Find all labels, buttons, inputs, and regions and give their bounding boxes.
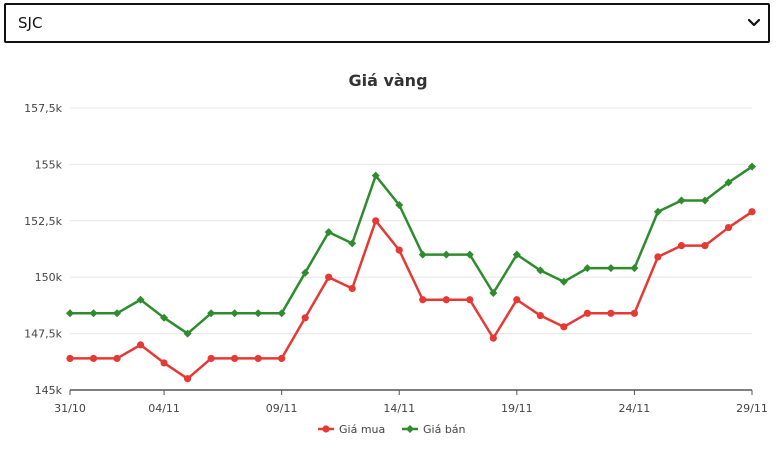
data-point: [66, 309, 74, 318]
data-point: [89, 309, 98, 318]
x-tick-label: 09/11: [266, 402, 298, 415]
x-tick-label: 31/10: [54, 402, 86, 415]
data-point: [207, 309, 216, 318]
data-point: [442, 296, 450, 304]
y-tick-label: 150k: [35, 271, 63, 284]
data-point: [395, 246, 403, 254]
gold-price-chart: Giá vàng 145k 147,5k 150k 152,5k 155k 157,5k …: [0, 58, 777, 446]
data-point: [254, 354, 262, 363]
data-point: [348, 284, 356, 293]
y-tick-label: 157,5k: [24, 102, 62, 115]
legend-label[interactable]: Giá mua: [339, 423, 385, 436]
legend-marker: [406, 425, 414, 433]
data-point: [513, 296, 521, 304]
y-axis-ticks: 145k 147,5k 150k 152,5k 155k 157,5k: [24, 102, 62, 397]
y-tick-label: 145k: [35, 384, 63, 397]
data-point: [536, 266, 545, 275]
legend-label[interactable]: Giá bán: [423, 423, 466, 436]
data-point: [230, 309, 239, 318]
data-point: [748, 162, 756, 171]
data-point: [136, 295, 145, 304]
data-point: [559, 277, 568, 286]
gold-type-selected-value: SJC: [18, 14, 43, 32]
data-point: [325, 273, 333, 281]
grid-lines: [70, 107, 752, 391]
data-point: [207, 354, 215, 363]
data-point: [512, 250, 521, 259]
data-point: [536, 311, 544, 320]
data-point: [160, 359, 168, 367]
data-point: [301, 268, 310, 277]
data-point: [371, 171, 380, 180]
data-point: [466, 296, 474, 304]
data-point: [560, 323, 568, 331]
data-point: [630, 309, 639, 317]
data-point: [231, 354, 239, 363]
data-point: [677, 196, 686, 205]
data-point: [418, 250, 427, 259]
data-point: [465, 250, 474, 259]
y-tick-label: 147,5k: [24, 328, 62, 341]
chart-legend: Giá mua Giá bán: [318, 423, 466, 436]
series-line: [70, 210, 753, 380]
data-point: [66, 354, 74, 363]
data-point: [254, 309, 263, 318]
x-tick-label: 14/11: [383, 402, 415, 415]
data-point: [113, 309, 122, 318]
data-point: [701, 242, 709, 250]
data-point: [654, 253, 662, 261]
data-point: [489, 334, 497, 342]
data-point: [136, 341, 145, 349]
y-tick-label: 152,5k: [24, 215, 62, 228]
data-point: [348, 239, 357, 248]
y-tick-label: 155k: [35, 158, 63, 171]
data-point: [395, 201, 404, 210]
chevron-down-icon: [746, 15, 762, 31]
data-point: [700, 196, 709, 205]
data-point: [89, 354, 98, 363]
data-point: [277, 309, 286, 318]
data-point: [113, 354, 121, 363]
chart-title: Giá vàng: [348, 71, 427, 90]
x-tick-label: 19/11: [501, 402, 533, 415]
chart-svg: Giá vàng 145k147,5k150k152,5k155k157,5k …: [24, 71, 768, 436]
data-point: [748, 208, 756, 216]
data-point: [278, 354, 286, 363]
data-point: [301, 314, 309, 322]
legend-marker: [322, 425, 330, 433]
data-point: [419, 296, 427, 304]
x-tick-label: 29/11: [736, 402, 768, 415]
data-point: [183, 375, 192, 383]
data-point: [583, 309, 591, 317]
x-axis-ticks: 31/10 04/11 09/11 14/11 19/11 24/11 29/11: [54, 390, 768, 415]
data-point: [160, 313, 169, 322]
gold-type-select[interactable]: SJC: [4, 3, 770, 43]
data-point: [183, 329, 192, 338]
series-line: [70, 165, 753, 335]
data-point: [324, 228, 333, 237]
data-point: [724, 178, 733, 187]
data-point: [653, 207, 662, 216]
data-point: [372, 217, 380, 225]
x-tick-label: 04/11: [148, 402, 180, 415]
data-point: [606, 264, 615, 273]
data-point: [724, 223, 733, 232]
data-point: [442, 250, 451, 259]
x-tick-label: 24/11: [619, 402, 651, 415]
data-point: [677, 242, 686, 250]
data-point: [630, 264, 639, 273]
data-point: [583, 264, 592, 273]
series-group: [66, 162, 756, 383]
data-point: [607, 309, 615, 317]
data-point: [489, 288, 498, 297]
